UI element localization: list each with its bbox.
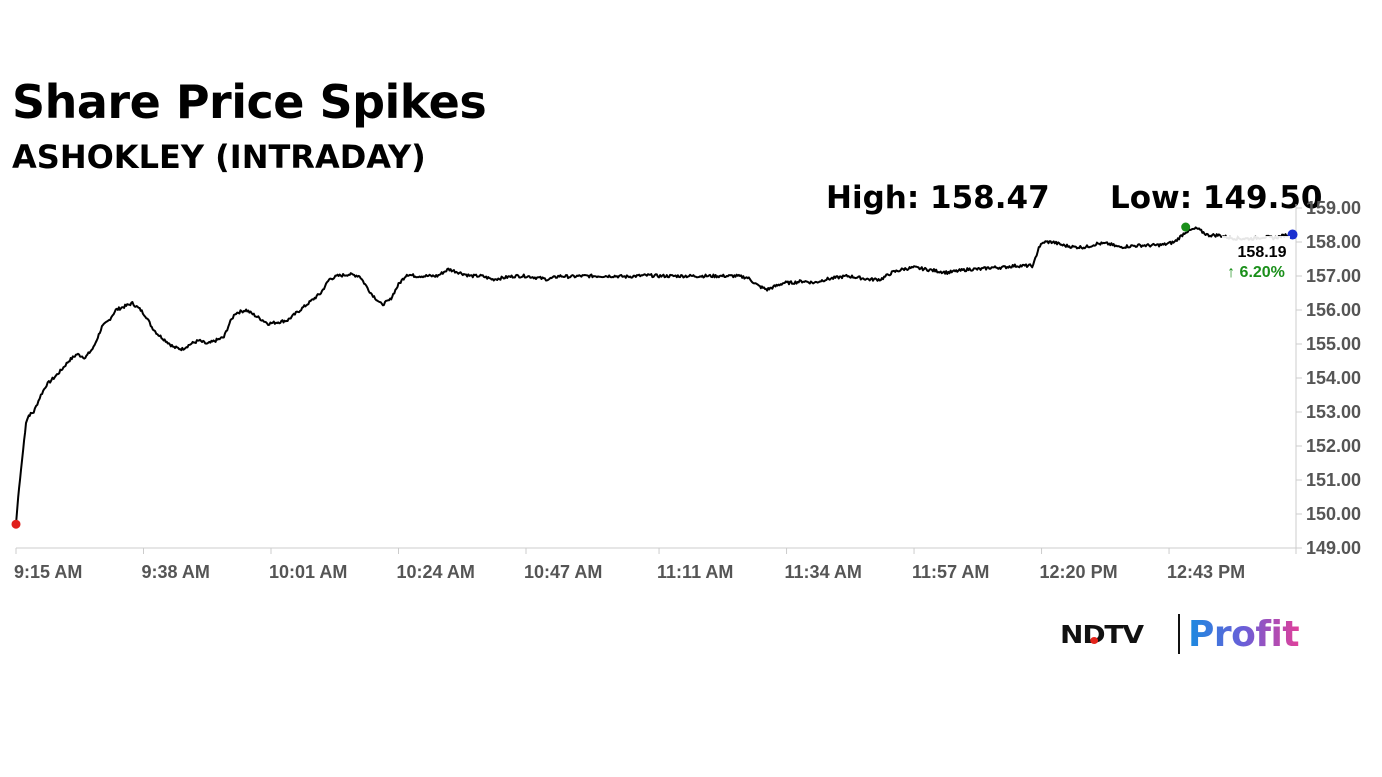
low-point-marker [11,519,21,529]
x-tick-label: 11:11 AM [657,562,733,582]
y-tick-label: 149.00 [1306,538,1361,558]
x-tick-label: 9:38 AM [142,562,210,582]
high-price-label: High: 158.47 [826,180,1050,216]
change-percent-value: ↑ 6.20% [1227,264,1285,281]
y-tick-label: 157.00 [1306,266,1361,286]
logo-ndtv-text: NDTV [1060,619,1144,649]
y-tick-label: 150.00 [1306,504,1361,524]
chart-plot-area [11,222,1298,529]
x-tick-label: 10:24 AM [397,562,475,582]
y-tick-label: 158.00 [1306,232,1361,252]
y-tick-label: 152.00 [1306,436,1361,456]
x-tick-label: 11:34 AM [785,562,862,582]
callout-background [1222,236,1290,282]
x-tick-label: 12:43 PM [1167,562,1245,582]
price-line [15,226,1297,525]
last-price-marker [1287,229,1298,240]
y-tick-label: 153.00 [1306,402,1361,422]
logo-profit-text: Profit [1188,613,1300,655]
y-tick-label: 155.00 [1306,334,1361,354]
x-tick-label: 10:47 AM [524,562,602,582]
logo-red-dot-icon [1090,636,1099,644]
ndtv-profit-logo: NDTV Profit [1060,612,1300,656]
y-tick-label: 154.00 [1306,368,1361,388]
low-price-label: Low: 149.50 [1110,180,1323,216]
x-tick-label: 11:57 AM [912,562,989,582]
chart-subtitle: ASHOKLEY (INTRADAY) [12,138,426,176]
x-tick-label: 9:15 AM [14,562,82,582]
last-price-value: 158.19 [1238,244,1287,261]
chart-ticks: 149.00 150.00 151.00 152.00 153.00 154.00 155.… [14,198,1361,582]
x-tick-label: 10:01 AM [269,562,347,582]
chart-title: Share Price Spikes [12,75,487,129]
y-tick-label: 151.00 [1306,470,1361,490]
last-price-callout: 158.19 ↑ 6.20% [1222,236,1290,282]
y-tick-label: 159.00 [1306,198,1361,218]
high-point-marker [1181,222,1191,232]
logo-separator [1178,614,1180,654]
chart-axes [16,204,1297,549]
y-tick-label: 156.00 [1306,300,1361,320]
x-tick-label: 12:20 PM [1040,562,1118,582]
